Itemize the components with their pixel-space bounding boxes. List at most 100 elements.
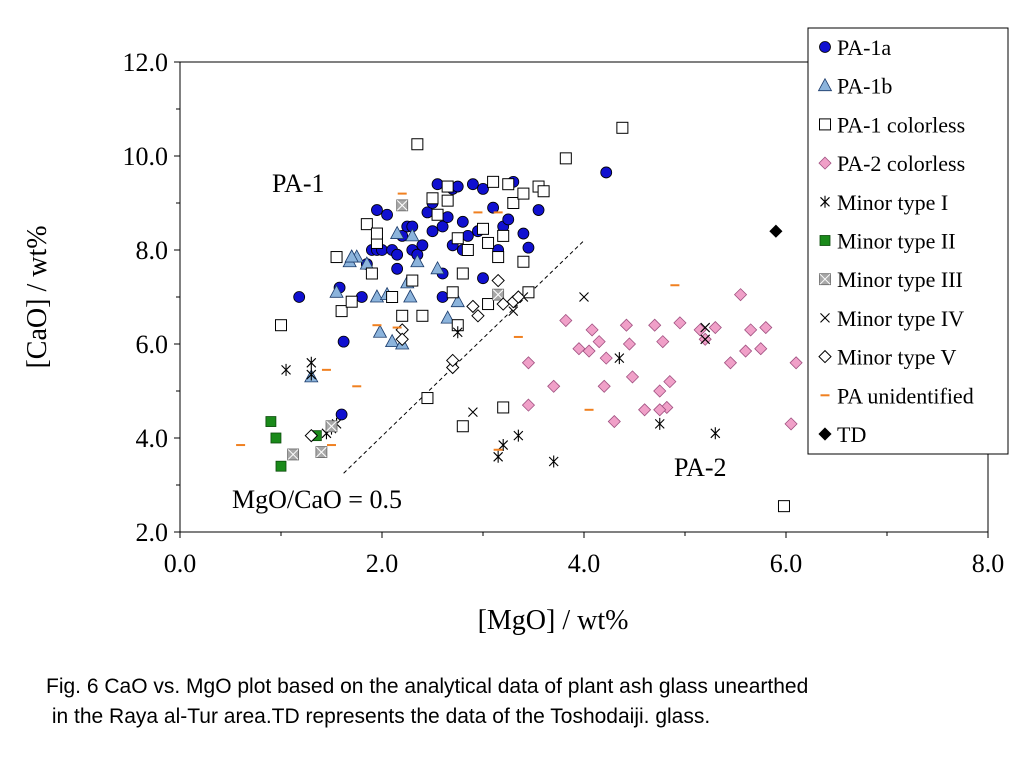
legend-item-minor-type-iv: Minor type IV — [820, 306, 964, 331]
data-point-pa-1-colorless — [441, 194, 454, 207]
x-tick-label: 6.0 — [770, 549, 803, 578]
data-point-pa-1-colorless — [522, 286, 535, 299]
data-point-pa-1-colorless — [461, 244, 474, 256]
data-point-pa-1a — [600, 166, 613, 179]
data-point-pa-1-colorless — [517, 187, 530, 200]
data-point-pa-2-colorless — [572, 342, 586, 356]
legend-item-pa-1a: PA-1a — [819, 35, 891, 60]
y-tick-label: 12.0 — [123, 48, 169, 77]
legend-label-pa-2-colorless: PA-2 colorless — [837, 151, 965, 176]
data-point-pa-2-colorless — [754, 342, 768, 356]
data-point-pa-1b — [405, 228, 420, 242]
data-point-pa-2-colorless — [547, 379, 561, 393]
data-point-pa-1-colorless — [446, 286, 459, 299]
data-point-pa-2-colorless — [789, 356, 803, 370]
data-point-pa-2-colorless — [733, 288, 748, 302]
data-point-pa-1a — [451, 180, 464, 193]
data-point-pa-1-colorless — [616, 121, 629, 134]
legend-item-minor-type-iii: Minor type III — [819, 267, 963, 292]
legend-label-pa-1a: PA-1a — [837, 35, 891, 60]
data-point-pa-1-colorless — [386, 291, 399, 303]
data-point-pa-1-colorless — [275, 319, 287, 332]
data-point-pa-1-colorless — [411, 138, 424, 151]
legend-marker-pa-1-colorless — [819, 118, 831, 131]
data-point-minor-type-v — [466, 299, 480, 314]
data-points — [236, 121, 803, 513]
series-pa-unidentified — [236, 192, 680, 451]
data-point-minor-type-ii — [275, 460, 287, 472]
legend-item-pa-2-colorless: PA-2 colorless — [818, 151, 965, 176]
data-point-minor-type-i — [493, 450, 504, 463]
data-point-pa-2-colorless — [619, 318, 633, 332]
y-axis-title: [CaO] / wt% — [22, 225, 53, 368]
data-point-pa-1-colorless — [416, 309, 429, 322]
pa1-region-label: PA-1 — [272, 169, 325, 198]
data-point-minor-type-i — [306, 368, 317, 381]
data-point-pa-1-colorless — [451, 232, 464, 245]
data-point-pa-1-colorless — [456, 267, 469, 280]
data-point-minor-type-i — [548, 455, 559, 468]
data-point-minor-type-iv — [579, 292, 589, 302]
data-point-pa-1b — [344, 249, 359, 263]
data-point-pa-1a — [355, 291, 368, 303]
data-point-minor-type-iii — [492, 288, 505, 301]
data-point-pa-1-colorless — [426, 192, 439, 205]
data-point-pa-1-colorless — [497, 401, 510, 414]
data-point-minor-type-iii — [315, 446, 328, 459]
data-point-minor-type-iv — [508, 306, 519, 316]
series-minor-type-i — [281, 326, 721, 468]
data-point-pa-2-colorless — [521, 356, 536, 370]
data-point-pa-1-colorless — [477, 222, 489, 235]
data-point-pa-1b — [410, 253, 425, 268]
series-pa-1-colorless — [275, 121, 790, 513]
data-point-pa-1-colorless — [441, 180, 454, 193]
data-point-pa-1-colorless — [431, 208, 444, 221]
data-point-pa-2-colorless — [559, 313, 573, 328]
legend-label-pa-1b: PA-1b — [837, 74, 892, 99]
data-point-minor-type-v — [304, 428, 319, 443]
legend-item-pa-1-colorless: PA-1 colorless — [819, 112, 965, 137]
data-point-pa-1a — [436, 220, 449, 233]
data-point-pa-1a — [381, 208, 393, 221]
data-point-pa-2-colorless — [653, 403, 667, 417]
data-point-minor-type-i — [452, 326, 463, 339]
data-point-minor-type-v — [471, 309, 485, 323]
data-point-pa-1a — [517, 227, 530, 240]
legend-marker-minor-type-ii — [819, 235, 831, 246]
data-point-pa-1a — [293, 291, 306, 303]
data-point-minor-type-iii — [287, 448, 300, 461]
legend-item-minor-type-i: Minor type I — [820, 190, 948, 215]
y-tick-label: 10.0 — [123, 142, 169, 171]
data-point-pa-1b — [403, 289, 418, 303]
data-point-pa-2-colorless — [592, 335, 606, 349]
data-point-minor-type-i — [654, 417, 665, 430]
data-point-minor-type-v — [445, 353, 460, 368]
legend-marker-minor-type-v — [818, 349, 832, 364]
legend-marker-td — [818, 427, 832, 441]
data-point-pa-1b — [384, 333, 400, 348]
series-minor-type-iii — [287, 199, 505, 461]
data-point-pa-1a — [502, 213, 515, 226]
x-tick-label: 0.0 — [164, 549, 197, 578]
data-point-minor-type-i — [281, 363, 291, 376]
data-point-pa-2-colorless — [648, 318, 662, 332]
legend-marker-pa-1b — [817, 77, 833, 92]
data-point-pa-2-colorless — [607, 414, 621, 429]
legend-label-td: TD — [837, 422, 866, 447]
data-point-pa-2-colorless — [759, 320, 773, 335]
data-point-pa-2-colorless — [744, 323, 758, 337]
x-tick-label: 4.0 — [568, 549, 601, 578]
legend-marker-pa-2-colorless — [818, 156, 832, 170]
data-point-pa-1-colorless — [502, 178, 515, 191]
legend-marker-pa-1a — [819, 41, 831, 53]
data-point-pa-1a — [441, 211, 454, 224]
data-point-minor-type-ii — [270, 432, 282, 444]
data-point-pa-2-colorless — [663, 375, 677, 389]
legend-item-pa-1b: PA-1b — [817, 74, 892, 99]
data-point-pa-2-colorless — [673, 316, 687, 330]
data-point-pa-1-colorless — [487, 175, 500, 188]
data-point-pa-1-colorless — [370, 227, 383, 240]
data-point-pa-2-colorless — [582, 344, 596, 358]
data-point-td — [769, 224, 783, 238]
data-point-pa-1a — [416, 239, 429, 252]
